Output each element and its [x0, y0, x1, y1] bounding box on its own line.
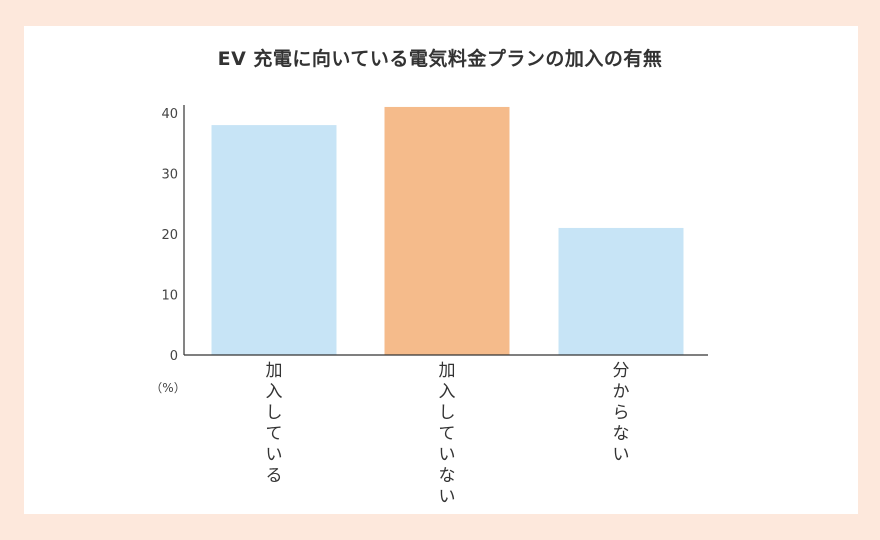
bars-layer: [211, 106, 684, 355]
labels-layer: 0 10 20 30 40 （%） 加入している 加入していない 分からない: [150, 107, 629, 507]
y-axis-unit: （%）: [150, 381, 185, 395]
y-tick-label: 20: [161, 228, 178, 243]
y-tick-label: 40: [161, 107, 178, 122]
axis-layer: [183, 105, 708, 356]
category-label-3: 分からない: [613, 361, 630, 465]
chart-title: EV 充電に向いている電気料金プランの加入の有無: [217, 48, 663, 70]
y-tick-label: 30: [161, 168, 178, 183]
category-label-2: 加入していない: [439, 361, 456, 507]
y-tick-label: 10: [161, 289, 178, 304]
bar-3: [558, 227, 684, 355]
bar-2: [384, 106, 510, 355]
category-label-1: 加入している: [266, 361, 283, 486]
y-tick-label: 0: [170, 349, 178, 364]
bar-1: [211, 125, 337, 355]
